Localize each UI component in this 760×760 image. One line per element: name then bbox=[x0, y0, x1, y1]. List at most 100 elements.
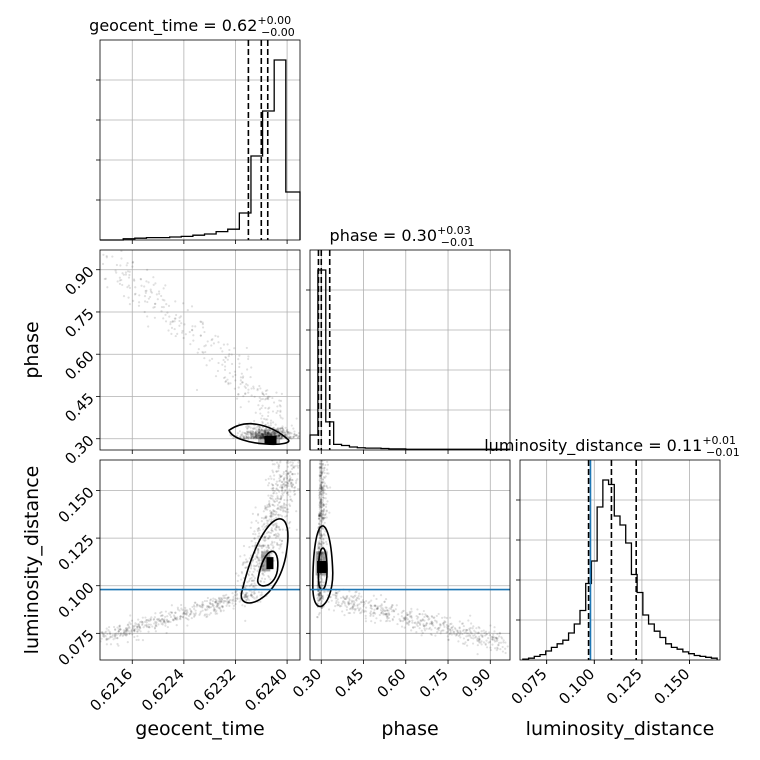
sample-point bbox=[263, 522, 266, 525]
sample-point bbox=[126, 627, 130, 630]
sample-point bbox=[319, 474, 322, 478]
sample-point bbox=[245, 436, 248, 439]
sample-point bbox=[322, 558, 325, 561]
sample-point bbox=[291, 461, 294, 464]
sample-point bbox=[267, 432, 271, 435]
sample-point bbox=[386, 614, 389, 618]
sample-point bbox=[199, 605, 202, 608]
sample-point bbox=[165, 618, 168, 621]
sample-point bbox=[285, 484, 289, 487]
sample-point bbox=[268, 433, 271, 436]
sample-point bbox=[214, 600, 217, 604]
sample-point bbox=[354, 594, 357, 597]
sample-point bbox=[430, 622, 433, 625]
sample-point bbox=[113, 634, 117, 638]
sample-point bbox=[279, 543, 282, 546]
sample-point bbox=[125, 630, 129, 633]
sample-point bbox=[217, 596, 221, 599]
sample-point bbox=[258, 430, 261, 433]
sample-point bbox=[215, 602, 218, 605]
sample-point bbox=[254, 557, 257, 560]
sample-point bbox=[436, 628, 439, 631]
sample-point bbox=[277, 463, 280, 466]
sample-point bbox=[262, 436, 265, 439]
sample-point bbox=[261, 567, 265, 571]
sample-point bbox=[415, 631, 418, 634]
sample-point bbox=[278, 490, 281, 493]
sample-point bbox=[192, 612, 195, 615]
sample-point bbox=[266, 418, 269, 421]
sample-point bbox=[375, 607, 379, 610]
sample-point bbox=[474, 636, 477, 639]
sample-point bbox=[319, 471, 322, 474]
sample-point bbox=[257, 550, 260, 554]
sample-point bbox=[437, 629, 440, 632]
sample-point bbox=[252, 433, 255, 436]
sample-point bbox=[154, 620, 157, 623]
sample-point bbox=[258, 561, 261, 565]
sample-point bbox=[320, 518, 324, 521]
sample-point bbox=[106, 286, 109, 289]
sample-point bbox=[319, 580, 322, 583]
sample-point bbox=[319, 583, 322, 587]
sample-point bbox=[261, 572, 264, 575]
sample-point bbox=[258, 427, 261, 431]
sample-point bbox=[243, 594, 246, 597]
x-tick-label: 0.30 bbox=[289, 665, 325, 701]
sample-point bbox=[469, 631, 472, 634]
sample-point bbox=[320, 466, 324, 469]
sample-point bbox=[127, 284, 131, 287]
sample-point bbox=[240, 578, 243, 581]
hist-panel-geocent_time: geocent_time = 0.62+0.00 −0.00 bbox=[89, 14, 301, 244]
sample-point bbox=[245, 433, 248, 436]
sample-point bbox=[418, 622, 422, 625]
sample-point bbox=[269, 496, 272, 499]
sample-point bbox=[318, 502, 322, 505]
sample-point bbox=[283, 431, 286, 434]
sample-point bbox=[447, 627, 450, 630]
sample-point bbox=[272, 432, 275, 436]
sample-point bbox=[348, 590, 351, 593]
sample-point bbox=[321, 514, 324, 517]
sample-point bbox=[103, 277, 106, 281]
sample-point bbox=[176, 606, 179, 609]
sample-point bbox=[320, 485, 324, 489]
sample-point bbox=[319, 504, 322, 507]
sample-point bbox=[279, 410, 282, 413]
sample-point bbox=[322, 581, 325, 584]
sample-point bbox=[271, 547, 275, 550]
sample-point bbox=[257, 436, 260, 439]
sample-point bbox=[253, 530, 256, 533]
sample-point bbox=[272, 451, 274, 453]
sample-point bbox=[281, 426, 284, 430]
sample-point bbox=[328, 511, 331, 514]
sample-point bbox=[430, 622, 434, 625]
sample-point bbox=[321, 515, 324, 518]
sample-point bbox=[213, 608, 216, 611]
sample-point bbox=[356, 603, 359, 606]
sample-point bbox=[303, 469, 305, 471]
sample-point bbox=[487, 641, 490, 644]
sample-point bbox=[318, 513, 321, 516]
sample-point bbox=[166, 619, 169, 622]
sample-point bbox=[458, 620, 461, 623]
sample-point bbox=[268, 503, 271, 506]
sample-point bbox=[248, 585, 251, 588]
sample-point bbox=[258, 433, 261, 436]
sample-point bbox=[282, 479, 285, 482]
contour-line bbox=[228, 422, 290, 446]
sample-point bbox=[293, 486, 296, 490]
sample-point bbox=[353, 601, 356, 604]
sample-point bbox=[442, 629, 445, 632]
sample-point bbox=[164, 610, 167, 613]
sample-point bbox=[282, 509, 285, 512]
sample-point bbox=[141, 622, 144, 625]
sample-point bbox=[275, 534, 278, 537]
sample-point bbox=[280, 437, 283, 440]
sample-point bbox=[280, 506, 283, 510]
sample-point bbox=[319, 534, 322, 537]
sample-point bbox=[275, 432, 278, 436]
sample-point bbox=[145, 621, 148, 624]
sample-point bbox=[219, 600, 222, 603]
